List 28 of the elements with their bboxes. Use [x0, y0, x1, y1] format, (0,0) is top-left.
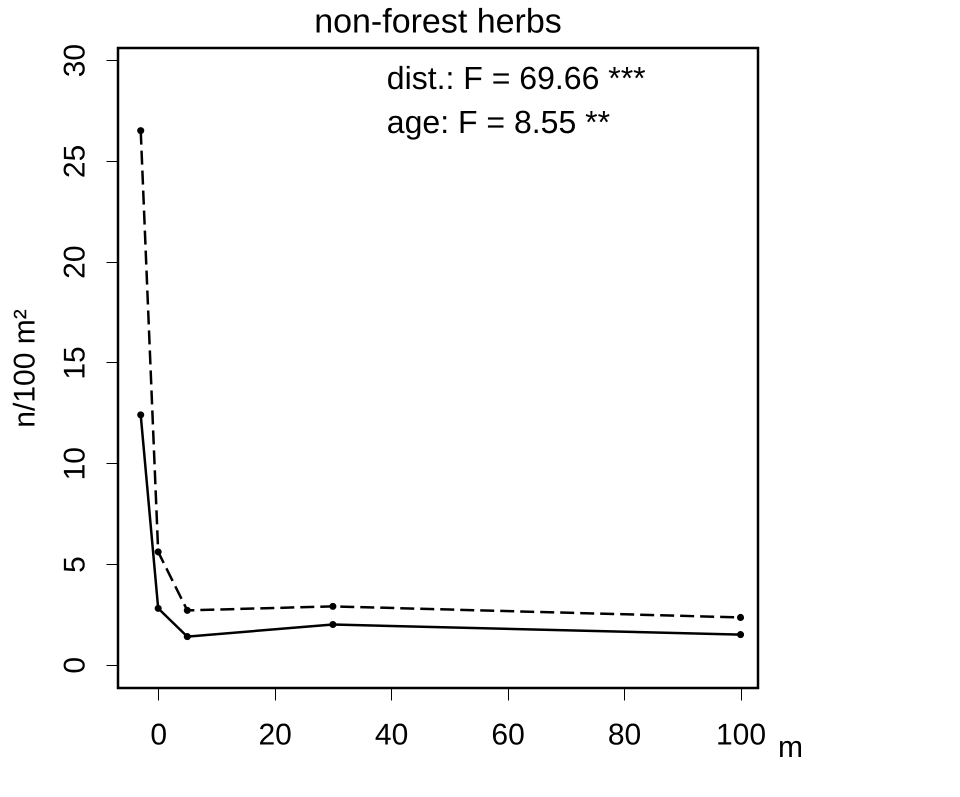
point: [154, 604, 162, 612]
annotation: dist.: F = 69.66 ***: [386, 60, 646, 96]
point: [736, 614, 744, 621]
y-tick-label: 30: [58, 44, 92, 78]
point: [184, 633, 191, 640]
y-tick-label: 0: [58, 656, 92, 674]
point: [329, 620, 336, 628]
x-tick-label: 60: [491, 718, 525, 752]
point: [329, 602, 336, 610]
point: [154, 548, 162, 556]
y-tick-label: 20: [58, 245, 92, 279]
x-tick-label: 80: [608, 718, 642, 752]
y-tick-label: 5: [58, 556, 92, 573]
y-axis-title: n/100 m²: [8, 309, 42, 428]
point: [137, 411, 144, 418]
x-tick-label: 100: [716, 718, 766, 752]
y-tick-label: 10: [58, 447, 92, 480]
x-tick-label: 40: [374, 718, 408, 752]
point: [736, 631, 744, 638]
chart-title: non-forest herbs: [314, 2, 562, 40]
x-axis-title: m: [778, 731, 803, 764]
x-tick-label: 20: [258, 718, 292, 752]
annotation: age: F = 8.55 **: [386, 104, 610, 140]
point: [137, 127, 144, 134]
y-tick-label: 15: [58, 346, 92, 380]
y-tick-label: 25: [58, 144, 92, 178]
point: [184, 606, 191, 614]
x-tick-label: 0: [150, 718, 168, 752]
